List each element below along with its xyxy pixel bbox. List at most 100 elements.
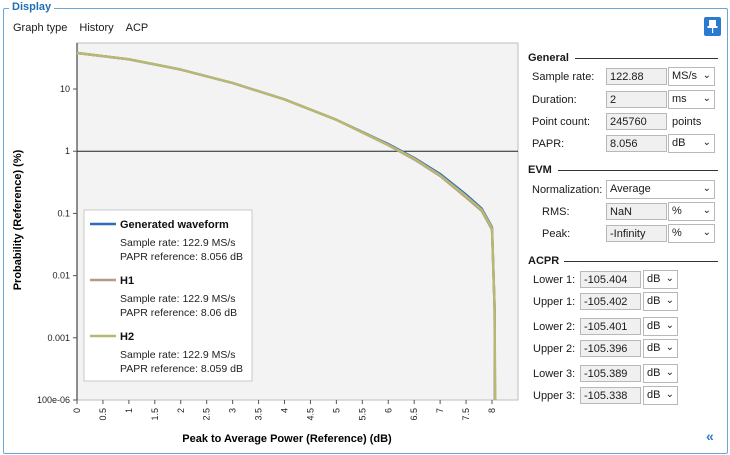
x-tick-label: 1.5 [150, 408, 160, 421]
collapse-button[interactable]: « [706, 428, 714, 444]
x-tick-label: 2 [176, 408, 186, 413]
acpr-upper1-label: Upper 1: [533, 296, 576, 308]
acpr-lower3-field: -105.389 [580, 365, 641, 382]
legend-sample-rate: Sample rate: 122.9 MS/s [120, 349, 236, 361]
acpr-upper1-unit-select[interactable]: dB ⌄ [643, 292, 678, 311]
rms-unit-select[interactable]: % ⌄ [668, 202, 715, 221]
chevron-down-icon: ⌄ [665, 342, 674, 353]
sample-rate-field[interactable]: 122.88 [606, 68, 667, 85]
legend-name: H2 [120, 331, 134, 343]
general-divider [575, 58, 718, 59]
panel-title: Display [9, 1, 55, 13]
point-count-label: Point count: [532, 116, 591, 128]
acpr-lower3-label: Lower 3: [533, 368, 576, 380]
acpr-upper2-unit: dB [647, 342, 661, 354]
sample-rate-unit-select[interactable]: MS/s ⌄ [668, 67, 715, 86]
duration-unit-select[interactable]: ms ⌄ [668, 90, 715, 109]
x-tick-label: 4.5 [305, 408, 315, 421]
legend-papr: PAPR reference: 8.059 dB [120, 363, 243, 375]
chevron-down-icon: ⌄ [665, 273, 674, 284]
acpr-lower3-unit: dB [647, 367, 661, 379]
x-tick-label: 3.5 [254, 408, 264, 421]
sample-rate-unit: MS/s [672, 70, 698, 82]
legend-sample-rate: Sample rate: 122.9 MS/s [120, 237, 236, 249]
legend-papr: PAPR reference: 8.06 dB [120, 307, 237, 319]
menu-acp[interactable]: ACP [125, 22, 149, 34]
series-line-3 [76, 51, 497, 401]
acpr-heading: ACPR [528, 255, 560, 267]
evm-divider [558, 170, 718, 171]
legend-name: Generated waveform [120, 219, 229, 231]
x-tick-label: 1 [124, 408, 134, 413]
display-panel [3, 8, 728, 454]
acpr-upper3-unit: dB [647, 389, 661, 401]
normalization-label: Normalization: [532, 184, 603, 196]
acpr-lower1-unit-select[interactable]: dB ⌄ [643, 270, 678, 289]
papr-label: PAPR: [532, 138, 565, 150]
menu-graph-type[interactable]: Graph type [13, 22, 68, 34]
point-count-unit: points [672, 116, 702, 128]
acpr-lower2-label: Lower 2: [533, 321, 576, 333]
normalization-select[interactable]: Average ⌄ [606, 180, 715, 199]
papr-unit-select[interactable]: dB ⌄ [668, 134, 715, 153]
rms-label: RMS: [542, 206, 570, 218]
acpr-lower1-unit: dB [647, 273, 661, 285]
sample-rate-label: Sample rate: [532, 71, 595, 83]
peak-unit-select[interactable]: % ⌄ [668, 224, 715, 243]
normalization-value: Average [610, 183, 651, 195]
x-tick-label: 5 [331, 408, 341, 413]
double-chevron-left-icon: « [706, 428, 714, 444]
duration-field[interactable]: 2 [606, 91, 667, 108]
legend-name: H1 [120, 275, 134, 287]
legend-sample-rate: Sample rate: 122.9 MS/s [120, 293, 236, 305]
chevron-down-icon: ⌄ [665, 367, 674, 378]
chevron-down-icon: ⌄ [665, 389, 674, 400]
ccdf-chart: 10 1 0.1 0.01 0.001 100e-06 0 0.5 1 1.5 2 2.5 3 3.5 4… [12, 42, 519, 445]
acpr-lower1-field: -105.404 [580, 271, 641, 288]
acpr-lower1-label: Lower 1: [533, 274, 576, 286]
y-axis-label: Probability (Reference) (%) [12, 149, 24, 290]
menu-history[interactable]: History [79, 22, 114, 34]
duration-label: Duration: [532, 94, 577, 106]
chevron-down-icon: ⌄ [702, 227, 711, 238]
acpr-upper2-field: -105.396 [580, 340, 641, 357]
x-tick-label: 0.5 [98, 408, 108, 421]
pin-button[interactable] [704, 17, 721, 36]
chevron-down-icon: ⌄ [702, 205, 711, 216]
pin-icon [707, 20, 718, 33]
duration-unit: ms [672, 93, 687, 105]
acpr-lower2-unit-select[interactable]: dB ⌄ [643, 317, 678, 336]
acpr-divider [564, 261, 718, 262]
x-tick-label: 0 [72, 408, 82, 413]
chevron-down-icon: ⌄ [702, 183, 711, 194]
acpr-lower3-unit-select[interactable]: dB ⌄ [643, 364, 678, 383]
legend-papr: PAPR reference: 8.056 dB [120, 251, 243, 263]
chevron-down-icon: ⌄ [702, 70, 711, 81]
acpr-upper3-label: Upper 3: [533, 390, 576, 402]
acpr-upper3-unit-select[interactable]: dB ⌄ [643, 386, 678, 405]
point-count-field: 245760 [606, 113, 667, 130]
evm-heading: EVM [528, 164, 552, 176]
rms-field: NaN [606, 203, 667, 220]
general-heading: General [528, 52, 569, 64]
x-tick-label: 3 [228, 408, 238, 413]
y-tick-label: 0.1 [57, 208, 70, 218]
legend: Generated waveform Sample rate: 122.9 MS/… [83, 209, 253, 382]
x-tick-label: 6.5 [409, 408, 419, 421]
x-axis-label: Peak to Average Power (Reference) (dB) [182, 433, 392, 445]
y-tick-label: 10 [60, 84, 70, 94]
y-tick-label: 100e-06 [37, 395, 70, 405]
acpr-upper1-field: -105.402 [580, 293, 641, 310]
rms-unit: % [672, 205, 682, 217]
acpr-upper2-unit-select[interactable]: dB ⌄ [643, 339, 678, 358]
peak-field: -Infinity [606, 225, 667, 242]
x-tick-label: 7 [435, 408, 445, 413]
peak-label: Peak: [542, 228, 571, 240]
papr-field: 8.056 [606, 135, 667, 152]
acpr-upper1-unit: dB [647, 295, 661, 307]
y-tick-label: 0.001 [47, 333, 70, 343]
x-tick-label: 5.5 [357, 408, 367, 421]
chevron-down-icon: ⌄ [702, 137, 711, 148]
chevron-down-icon: ⌄ [702, 93, 711, 104]
x-tick-label: 7.5 [461, 408, 471, 421]
